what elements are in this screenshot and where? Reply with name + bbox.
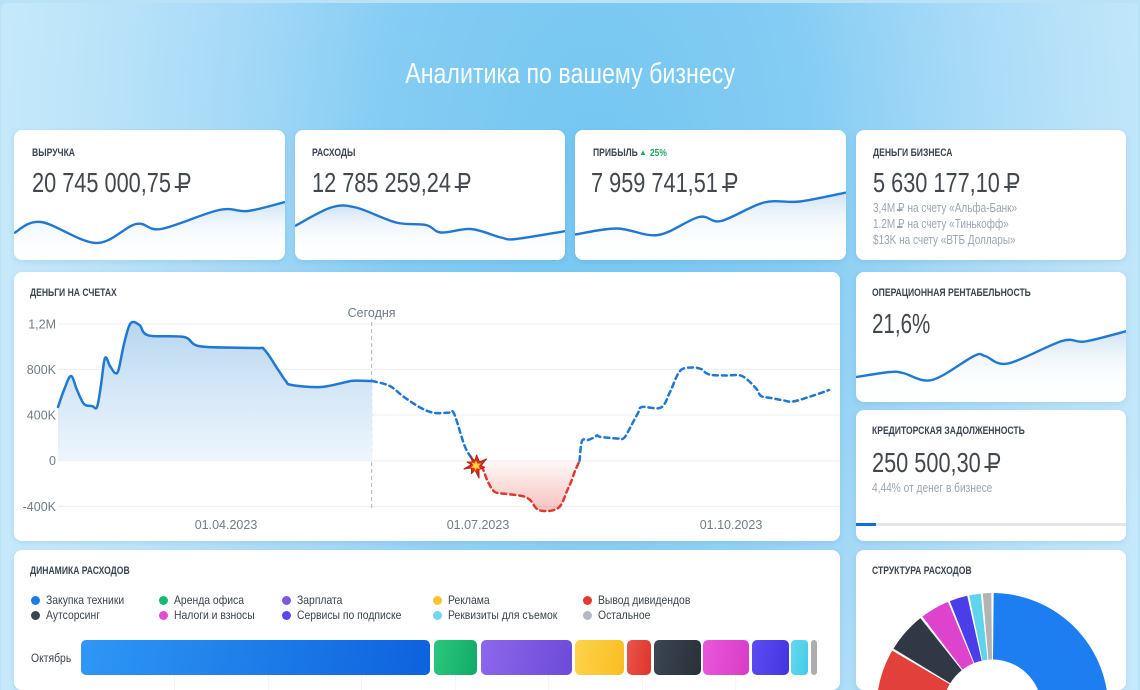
svg-text:01.07.2023: 01.07.2023 — [447, 518, 510, 532]
svg-text:-400K: -400K — [23, 500, 57, 514]
svg-text:400K: 400K — [27, 409, 57, 423]
svg-text:Сегодня: Сегодня — [348, 306, 396, 320]
svg-text:01.04.2023: 01.04.2023 — [195, 518, 258, 532]
svg-text:01.10.2023: 01.10.2023 — [700, 518, 763, 532]
svg-text:800K: 800K — [27, 363, 57, 377]
svg-text:1,2M: 1,2M — [28, 318, 56, 332]
svg-text:0: 0 — [49, 454, 56, 468]
